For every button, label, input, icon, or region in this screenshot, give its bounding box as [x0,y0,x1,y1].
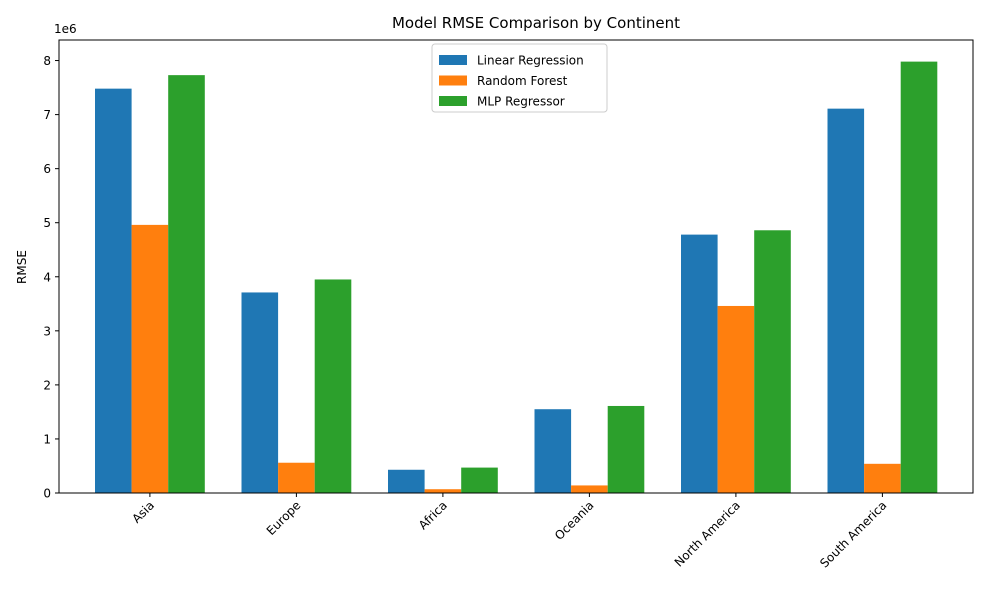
bars-group [95,61,938,494]
legend: Linear Regression Random Forest MLP Regres… [431,43,608,113]
y-tick-label: 3 [43,324,51,338]
bar-linear-regression-oceania [534,409,572,493]
bar-random-forest-europe [278,462,315,493]
plot-frame [58,39,974,494]
y-tick-label: 1 [43,432,51,446]
legend-swatch-mlp-regressor [439,96,467,106]
bar-random-forest-north-america [717,305,755,493]
y-tick-label: 4 [43,270,51,284]
bar-mlp-regressor-south-america [900,61,938,494]
chart-title: Model RMSE Comparison by Continent [392,14,680,32]
bar-mlp-regressor-north-america [754,230,791,493]
y-tick-label: 7 [43,108,51,122]
y-tick-label: 8 [43,54,51,68]
bar-random-forest-africa [424,489,462,493]
y-tick-label: 5 [43,216,51,230]
bar-linear-regression-africa [388,469,425,493]
y-axis-offset-text: 1e6 [54,22,77,36]
bar-mlp-regressor-europe [314,279,352,493]
bar-mlp-regressor-asia [168,75,205,493]
legend-swatch-linear-regression [439,55,467,65]
y-axis-label: RMSE [15,250,29,284]
bar-mlp-regressor-oceania [607,405,645,493]
y-ticks-group: 0 1 2 3 4 5 6 7 8 [43,54,59,501]
bar-linear-regression-europe [241,292,279,493]
bar-random-forest-south-america [864,463,901,493]
bar-linear-regression-north-america [681,234,718,494]
legend-swatch-random-forest [439,75,467,86]
y-tick-label: 2 [43,378,51,392]
bar-linear-regression-south-america [827,108,865,494]
legend-label-random-forest: Random Forest [477,74,568,88]
bar-random-forest-oceania [571,485,608,493]
bar-mlp-regressor-africa [461,467,498,493]
y-tick-label: 0 [43,487,51,501]
legend-box [431,43,608,113]
legend-label-linear-regression: Linear Regression [477,54,584,68]
y-tick-label: 6 [43,162,51,176]
legend-label-mlp-regressor: MLP Regressor [477,95,565,109]
bar-random-forest-asia [131,224,169,493]
bar-linear-regression-asia [95,88,132,494]
